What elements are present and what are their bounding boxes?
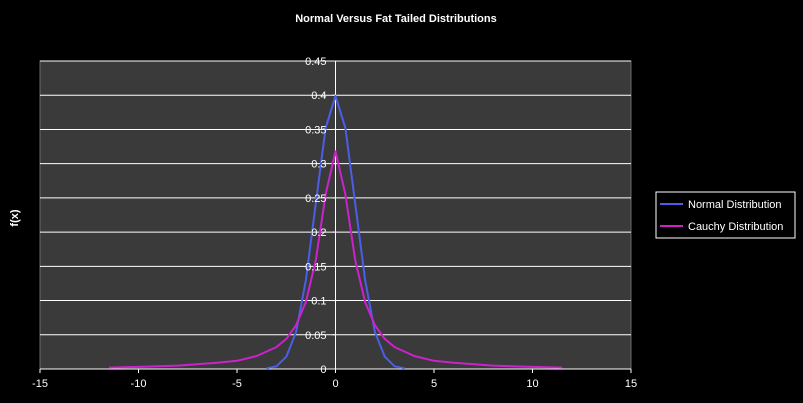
legend: Normal Distribution Cauchy Distribution [655,191,796,239]
y-tick-label: 0.35 [305,124,326,136]
y-tick-label: 0.2 [311,227,326,239]
x-tick-label: 10 [526,378,538,390]
x-tick-label: 0 [332,378,338,390]
axes [39,60,632,373]
y-tick-label: 0.1 [311,296,326,308]
legend-label-cauchy: Cauchy Distribution [688,221,783,233]
series-line-normal [266,94,405,370]
chart-title: Normal Versus Fat Tailed Distributions [295,13,497,25]
y-tick-label: 0.45 [305,56,326,68]
y-tick-label: 0.4 [311,90,326,102]
series-lines [108,94,563,370]
y-tick-labels: 0 0.05 0.1 0.15 0.2 0.25 0.3 0.35 0.4 0.45 [305,56,326,376]
x-tick-labels: -15 -10 -5 0 5 10 15 [32,378,637,390]
x-tick-label: -10 [131,378,147,390]
x-tick-label: -15 [32,378,48,390]
y-axis-label: f(x) [9,209,21,226]
series-line-cauchy [108,150,563,369]
y-tick-label: 0.05 [305,330,326,342]
x-tick-label: 15 [625,378,637,390]
y-tick-label: 0 [320,364,326,376]
y-tick-label: 0.3 [311,159,326,171]
legend-label-normal: Normal Distribution [688,199,782,211]
y-tick-label: 0.15 [305,261,326,273]
x-tick-label: 5 [431,378,437,390]
x-tick-label: -5 [232,378,242,390]
legend-box [655,191,796,239]
y-tick-label: 0.25 [305,193,326,205]
